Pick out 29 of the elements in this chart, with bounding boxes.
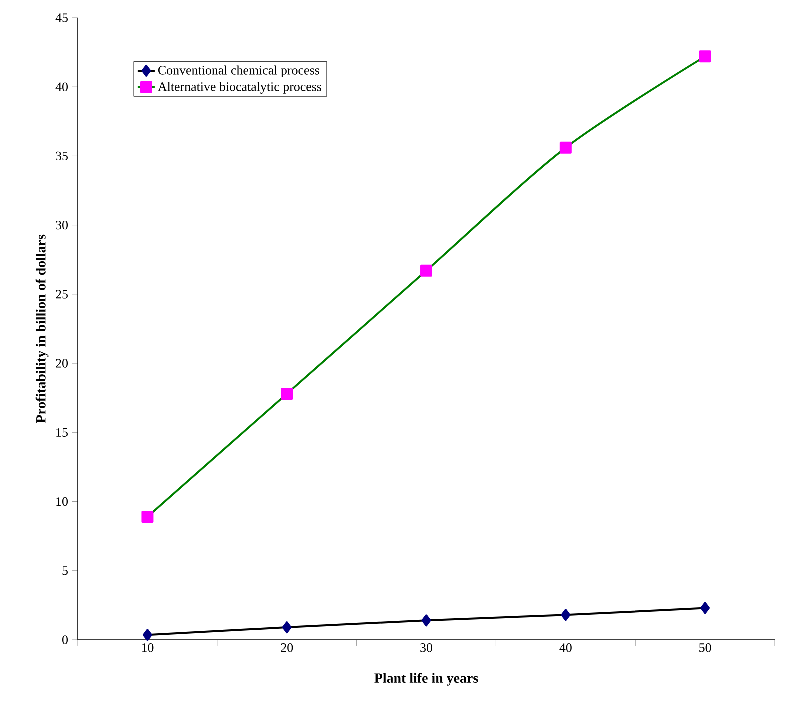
legend-label: Alternative biocatalytic process <box>158 82 322 94</box>
x-tick-label: 10 <box>142 644 154 652</box>
point <box>282 622 292 634</box>
point <box>281 388 294 400</box>
y-tick-label: 45 <box>56 14 68 22</box>
y-tick-label: 30 <box>56 220 68 230</box>
x-axis-title: Plant life in years <box>374 673 478 686</box>
point <box>561 609 571 622</box>
y-tick-label: 25 <box>56 290 68 299</box>
y-axis-title: Profitability in billion of dollars <box>36 234 49 424</box>
y-tick-label: 5 <box>62 566 68 576</box>
point <box>699 50 712 63</box>
y-tick-label: 40 <box>56 82 68 92</box>
y-tick-label: 0 <box>62 636 68 644</box>
x-tick-label: 50 <box>700 644 712 652</box>
point <box>420 264 433 277</box>
y-tick-label: 20 <box>56 359 68 368</box>
x-tick-label: 20 <box>281 644 294 652</box>
x-tick-label: 40 <box>560 644 572 652</box>
x-tick-label: 30 <box>420 644 432 652</box>
point <box>142 629 152 642</box>
y-tick-label: 35 <box>56 152 68 161</box>
point <box>422 614 432 627</box>
point <box>560 142 572 154</box>
legend-label: Conventional chemical process <box>158 66 320 78</box>
point <box>142 510 154 523</box>
point <box>700 602 710 614</box>
y-tick-label: 10 <box>56 497 68 506</box>
y-tick-label: 15 <box>56 428 68 437</box>
